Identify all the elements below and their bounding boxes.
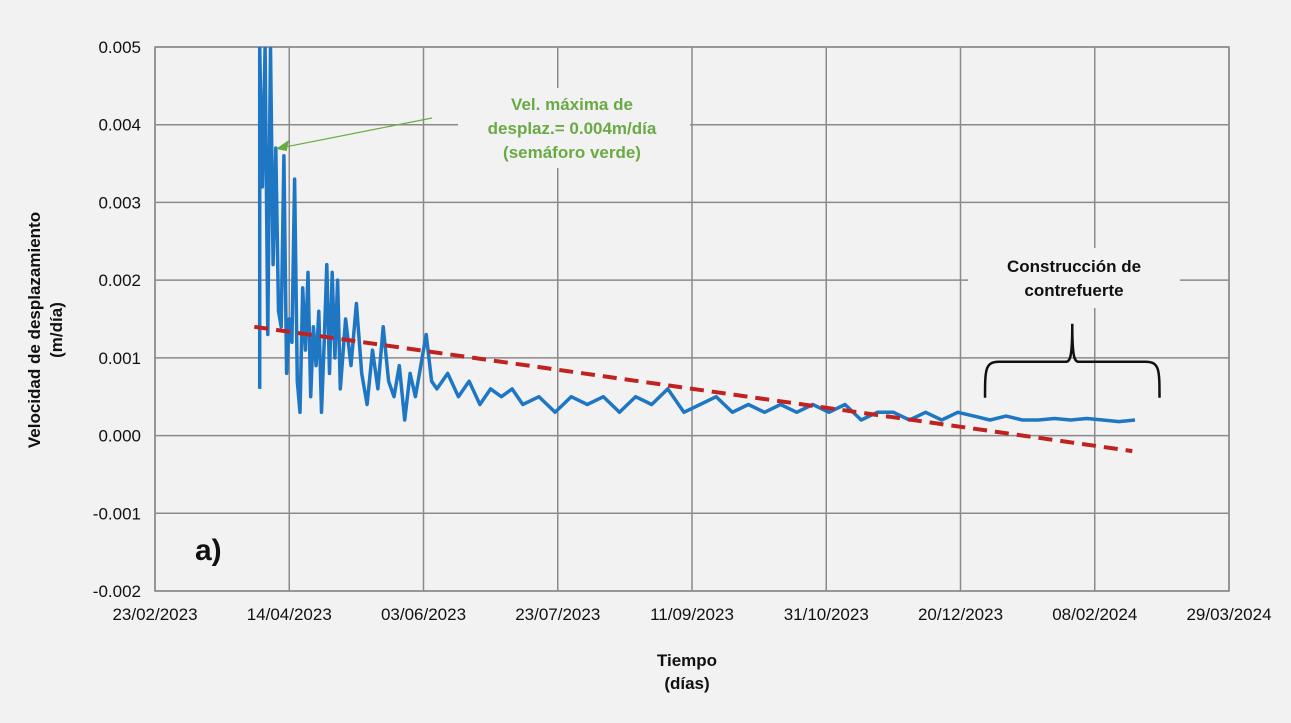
x-tick-label: 29/03/2024 [1186,605,1271,624]
velocity-series-line [257,47,1136,424]
x-tick-label: 08/02/2024 [1052,605,1137,624]
x-tick-label: 11/09/2023 [650,605,734,624]
annotations: Vel. máxima de desplaz.= 0.004m/día (semáf… [275,88,1180,398]
x-tick-label: 14/04/2023 [247,605,332,624]
x-tick-label: 23/07/2023 [515,605,600,624]
tick-labels: 0.005 0.004 0.003 0.002 0.001 0.000 -0.001 -0.0… [93,38,1272,624]
x-tick-label: 20/12/2023 [918,605,1003,624]
x-tick-label: 23/02/2023 [112,605,197,624]
brace-label-line: contrefuerte [1024,281,1123,300]
brace-label-line: Construcción de [1007,257,1141,276]
x-tick-label: 31/10/2023 [784,605,869,624]
x-axis-label-line1: Tiempo [657,651,717,670]
x-tick-label: 03/06/2023 [381,605,466,624]
y-axis-label-line1: Velocidad de desplazamiento [25,212,44,448]
y-axis-label-line2: (m/día) [47,302,66,358]
callout-text-line: (semáforo verde) [503,143,641,162]
y-tick-label: 0.005 [98,38,141,57]
x-axis-label-line2: (días) [664,674,709,693]
callout-text-line: desplaz.= 0.004m/día [488,119,657,138]
trend-line [254,324,1133,454]
y-tick-label: 0.001 [98,349,141,368]
y-tick-label: 0.000 [98,427,141,446]
y-tick-label: -0.001 [93,504,141,523]
panel-label: a) [195,534,222,567]
y-tick-label: -0.002 [93,582,141,601]
brace-label-box [968,248,1180,308]
construction-brace [983,323,1161,398]
callout-box [458,88,690,168]
callout-text-line: Vel. máxima de [511,95,633,114]
series-layer [254,47,1136,454]
y-tick-label: 0.002 [98,271,141,290]
y-tick-label: 0.003 [98,193,141,212]
y-tick-label: 0.004 [98,116,141,135]
callout-arrow-line [279,117,433,149]
callout-arrowhead [275,140,289,152]
